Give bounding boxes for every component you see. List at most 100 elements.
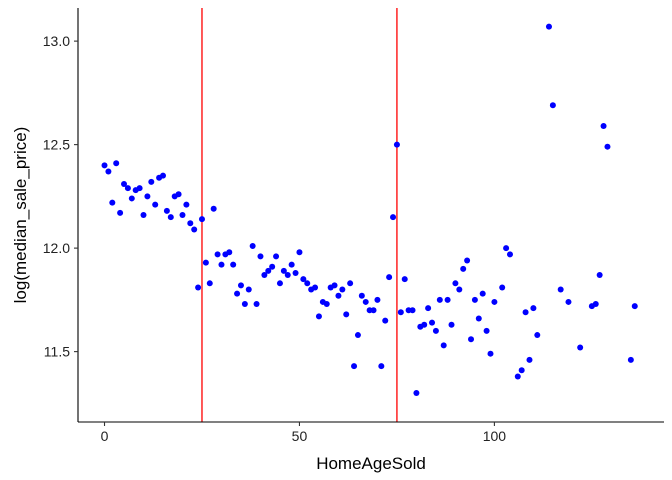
data-point bbox=[452, 280, 459, 287]
data-point bbox=[386, 274, 393, 281]
data-point bbox=[269, 263, 276, 270]
data-point bbox=[382, 317, 389, 324]
data-point bbox=[503, 245, 510, 252]
data-point bbox=[124, 185, 131, 192]
data-point bbox=[315, 313, 322, 320]
data-point bbox=[432, 327, 439, 334]
y-axis-ticks: 11.5 12.0 12.5 13.0 bbox=[43, 33, 78, 360]
data-point bbox=[117, 209, 124, 216]
data-point bbox=[276, 280, 283, 287]
data-point bbox=[136, 185, 143, 192]
data-point bbox=[577, 344, 584, 351]
data-point bbox=[354, 332, 361, 339]
data-point bbox=[296, 249, 303, 256]
data-points bbox=[101, 23, 638, 397]
y-tick-label: 12.0 bbox=[43, 240, 70, 256]
x-axis-title: HomeAgeSold bbox=[316, 454, 426, 473]
data-point bbox=[148, 178, 155, 185]
data-point bbox=[206, 280, 213, 287]
data-point bbox=[339, 286, 346, 293]
data-point bbox=[436, 296, 443, 303]
data-point bbox=[214, 251, 221, 258]
data-point bbox=[335, 292, 342, 299]
data-point bbox=[265, 267, 272, 274]
data-point bbox=[191, 226, 198, 233]
data-point bbox=[522, 309, 529, 316]
data-point bbox=[393, 141, 400, 148]
data-point bbox=[518, 367, 525, 374]
data-point bbox=[397, 309, 404, 316]
data-point bbox=[343, 311, 350, 318]
data-point bbox=[491, 298, 498, 305]
data-point bbox=[600, 122, 607, 129]
data-point bbox=[464, 257, 471, 264]
data-point bbox=[351, 363, 358, 370]
data-point bbox=[179, 212, 186, 218]
data-point bbox=[113, 160, 120, 167]
data-point bbox=[288, 261, 295, 268]
data-point bbox=[604, 143, 611, 150]
data-point bbox=[195, 284, 202, 291]
data-point bbox=[592, 301, 599, 308]
data-point bbox=[128, 195, 135, 202]
data-point bbox=[565, 298, 572, 305]
data-point bbox=[499, 284, 506, 291]
data-point bbox=[401, 276, 408, 283]
data-point bbox=[374, 296, 381, 303]
data-point bbox=[483, 327, 490, 334]
data-point bbox=[409, 307, 416, 314]
data-point bbox=[183, 201, 190, 208]
data-point bbox=[390, 214, 397, 221]
data-point bbox=[530, 305, 537, 312]
reference-lines bbox=[201, 8, 398, 422]
data-point bbox=[140, 212, 147, 218]
x-tick-label: 0 bbox=[101, 428, 109, 444]
data-point bbox=[460, 265, 467, 272]
data-point bbox=[109, 199, 116, 206]
data-point bbox=[627, 356, 634, 363]
data-point bbox=[429, 319, 436, 326]
data-point bbox=[241, 301, 248, 308]
data-point bbox=[253, 301, 260, 308]
data-point bbox=[331, 282, 338, 289]
y-tick-label: 11.5 bbox=[44, 344, 70, 360]
data-point bbox=[300, 276, 307, 283]
data-point bbox=[257, 253, 264, 260]
data-point bbox=[163, 207, 170, 214]
data-point bbox=[425, 305, 432, 312]
y-tick-label: 12.5 bbox=[43, 137, 70, 153]
data-point bbox=[487, 350, 494, 357]
data-point bbox=[304, 280, 311, 287]
data-point bbox=[152, 201, 159, 208]
data-point bbox=[475, 315, 482, 322]
data-point bbox=[526, 356, 533, 363]
data-point bbox=[167, 214, 174, 221]
data-point bbox=[456, 286, 463, 293]
x-tick-label: 100 bbox=[483, 428, 507, 444]
data-point bbox=[347, 280, 354, 287]
data-point bbox=[160, 172, 166, 179]
data-point bbox=[121, 180, 128, 187]
data-point bbox=[479, 290, 486, 297]
data-point bbox=[312, 284, 319, 291]
data-point bbox=[471, 296, 478, 303]
data-point bbox=[144, 193, 151, 200]
data-point bbox=[273, 253, 280, 260]
data-point bbox=[202, 259, 209, 266]
data-point bbox=[514, 373, 521, 380]
data-point bbox=[534, 332, 541, 339]
data-point bbox=[378, 363, 385, 370]
data-point bbox=[440, 342, 447, 349]
data-point bbox=[218, 261, 225, 268]
data-point bbox=[362, 298, 369, 305]
data-point bbox=[631, 303, 638, 310]
data-point bbox=[101, 162, 108, 169]
data-point bbox=[370, 307, 377, 314]
data-point bbox=[413, 390, 420, 397]
data-point bbox=[237, 282, 244, 289]
data-point bbox=[249, 243, 256, 250]
data-point bbox=[358, 292, 365, 299]
data-point bbox=[596, 272, 603, 279]
y-tick-label: 13.0 bbox=[43, 33, 70, 49]
data-point bbox=[261, 272, 268, 279]
